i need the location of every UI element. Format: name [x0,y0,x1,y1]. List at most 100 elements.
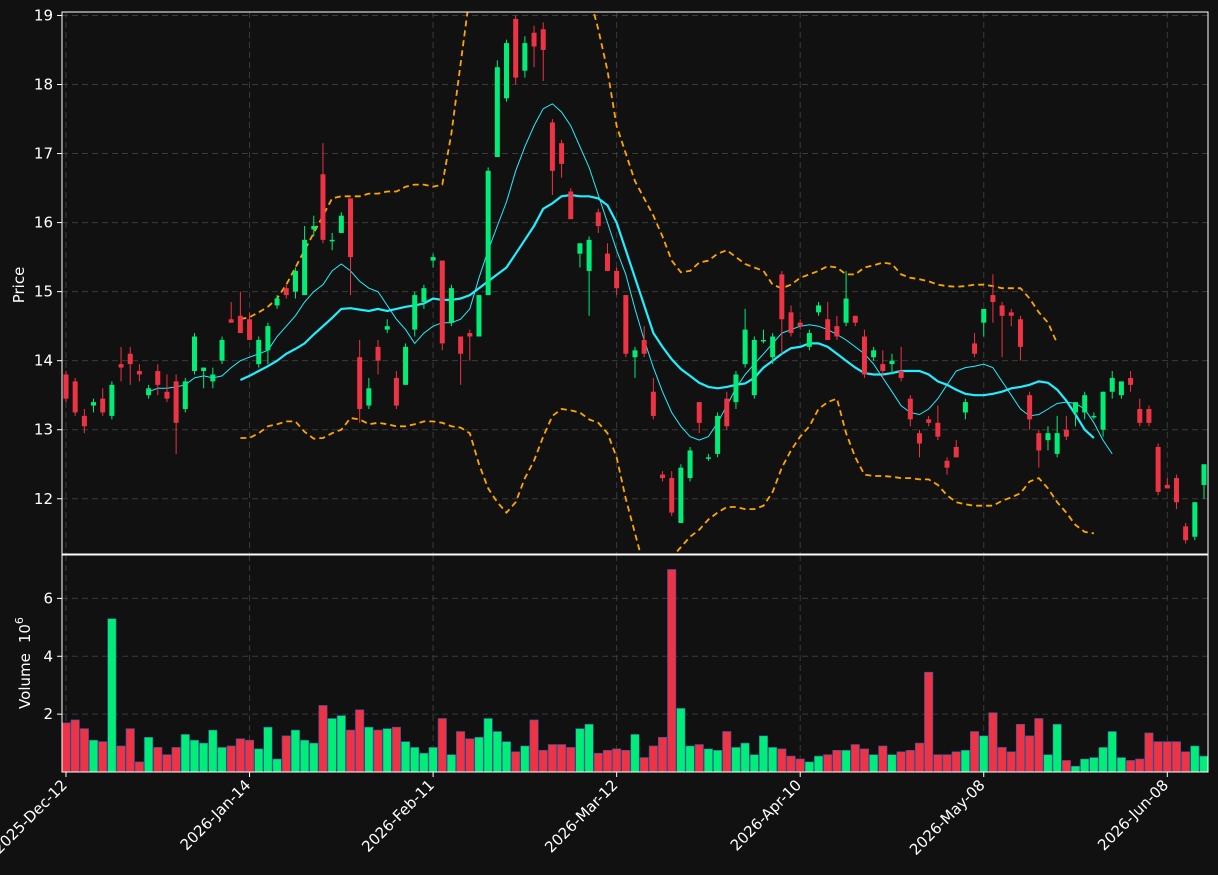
volume-bar [134,761,144,773]
volume-bar [749,754,759,773]
candle [650,377,656,420]
candle-body [696,402,702,423]
candle [917,429,922,458]
candle [760,329,766,344]
volume-bar [456,731,466,773]
candle [1118,381,1124,399]
volume-axis-label-text: Volume [16,653,34,709]
candle [715,412,721,458]
price-tick-label: 14 [34,352,53,370]
volume-bar [630,734,640,773]
candle-body [237,315,243,334]
candle-body [1173,478,1179,503]
candle-body [329,239,335,242]
volume-bar [465,738,475,773]
candle-body [1201,464,1207,485]
price-tick-label: 15 [34,283,53,301]
candle-body [751,339,757,396]
candle-body [705,457,711,459]
candle-body [944,460,950,468]
candle-body [770,336,776,358]
volume-bar [1199,755,1209,773]
volume-bar [538,749,548,773]
price-tick-label: 19 [34,6,53,24]
candle-body [412,295,418,330]
candle [586,236,592,316]
candle-body [981,308,987,323]
candle [1137,398,1143,427]
candle-body [678,467,684,523]
candle-body [889,360,895,365]
candle [559,139,565,178]
candle [1045,426,1051,451]
candle-body [155,371,161,385]
candle-body [1137,409,1143,423]
candle-body [806,333,812,347]
candle [228,301,234,323]
moving-average-line [148,103,1113,455]
candle-body [292,270,298,292]
volume-bar [768,747,778,773]
candle [485,167,491,296]
candle [384,319,390,334]
candle-body [586,239,592,271]
candle [669,471,675,517]
volume-tick-label: 4 [43,647,53,665]
volume-bar [1126,760,1136,773]
volume-y-ticks: 2 4 6 [43,589,62,723]
price-tick-label: 18 [34,75,53,93]
volume-bar [621,749,631,773]
volume-bar [162,754,172,773]
candle [191,333,197,375]
candle-body [109,384,115,416]
volume-bar [823,754,833,773]
candle [1109,371,1115,399]
candle-body [467,333,473,337]
candle [705,453,711,461]
volume-bar [639,757,649,773]
volume-bar [474,736,484,773]
candle [861,329,867,378]
volume-bar [859,748,869,773]
candle-body [504,43,510,99]
volume-bar [208,729,218,773]
candle [448,284,454,327]
candle-body [265,326,271,351]
volume-bar [1089,757,1099,773]
volume-bar [189,739,200,773]
price-axis-label: Price [10,267,28,304]
candle-body [742,329,748,365]
volume-bar [557,744,567,773]
candle [1100,391,1106,437]
volume-bar [226,745,236,773]
volume-bar [593,752,603,773]
candle [219,336,225,365]
moving-averages [148,103,1113,455]
volume-bar [1052,723,1062,773]
candle-body [549,122,555,171]
candle-body [357,357,363,410]
candle [531,25,537,68]
candle [329,232,335,251]
candle-body [118,364,124,368]
candle-body [485,170,491,296]
candle [522,36,528,78]
volume-bar [914,742,925,773]
volume-bar [841,749,851,773]
candle [91,398,97,413]
volume-bar [410,747,420,773]
volume-bar [1153,741,1163,773]
candle [1146,405,1152,427]
candle [751,336,757,399]
volume-bar [355,709,365,773]
candle-body [1183,526,1189,541]
volume-bar [731,747,741,773]
candle [155,364,161,396]
volume-bar [1015,723,1025,773]
candle-body [513,18,519,78]
candle-body [375,346,381,361]
candle-body [1063,429,1069,437]
candle [127,346,133,385]
candle [999,301,1005,358]
price-y-ticks: 12 13 14 15 16 17 18 19 [34,6,62,508]
